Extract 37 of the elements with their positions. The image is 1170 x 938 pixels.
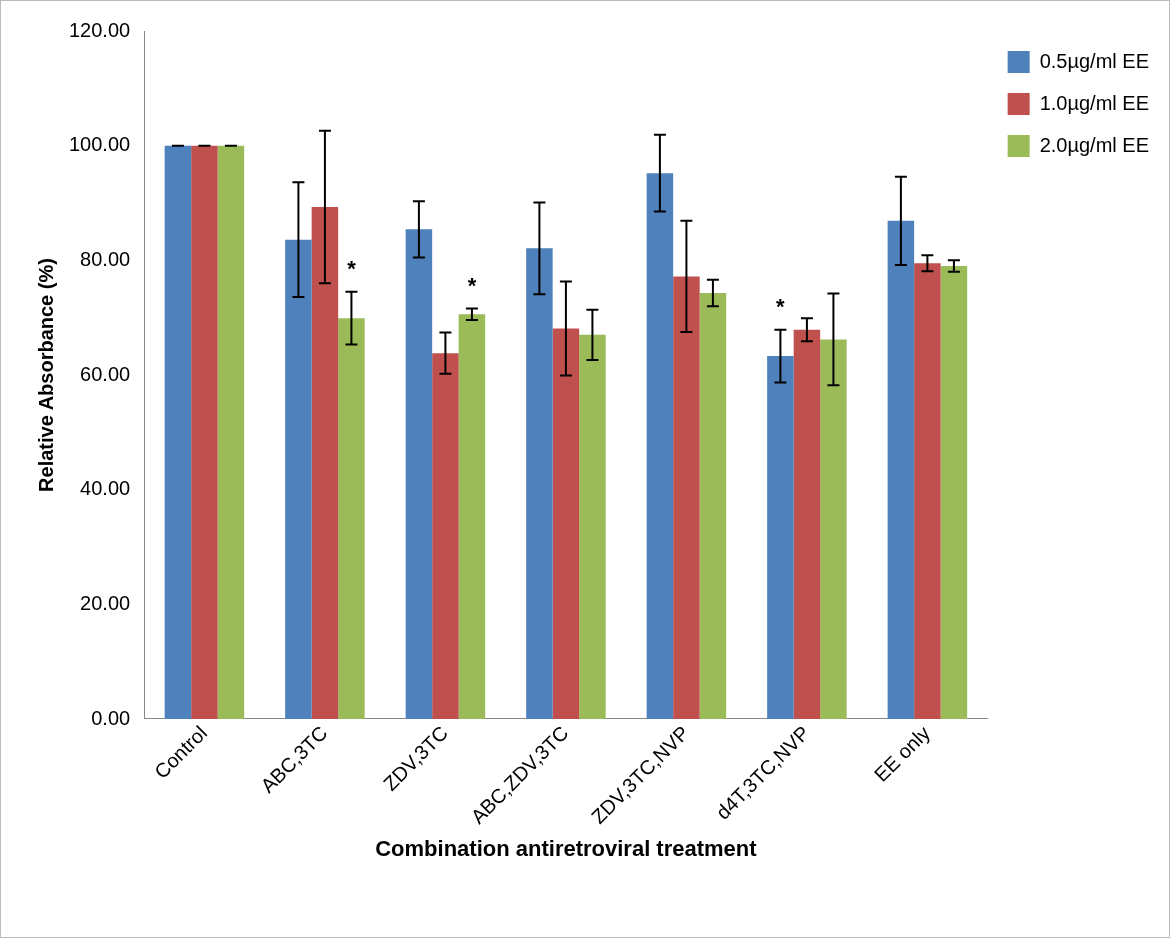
- bar: [285, 239, 312, 719]
- bar: [699, 293, 727, 719]
- bar: [458, 314, 486, 719]
- y-tick-label: 80.00: [80, 247, 131, 270]
- data-label: *: [347, 255, 357, 281]
- bar: [914, 263, 941, 719]
- legend-label: 0.5µg/ml EE: [1039, 49, 1150, 72]
- y-tick-label: 20.00: [80, 591, 131, 614]
- bar: [767, 356, 794, 719]
- y-tick-label: 40.00: [80, 477, 131, 500]
- bar: [673, 276, 700, 719]
- bar: [552, 328, 580, 719]
- bar: [217, 145, 245, 719]
- bar: [887, 220, 915, 719]
- bar: [311, 207, 339, 719]
- bar: [940, 266, 968, 719]
- y-tick-label: 60.00: [80, 362, 131, 385]
- y-tick-label: 100.00: [69, 133, 131, 156]
- bar: [526, 248, 553, 719]
- bar: [191, 145, 218, 719]
- bar: [405, 229, 433, 719]
- legend-label: 2.0µg/ml EE: [1039, 133, 1150, 156]
- bar: [432, 353, 459, 719]
- data-label: *: [776, 293, 786, 319]
- legend-label: 1.0µg/ml EE: [1039, 91, 1150, 114]
- y-axis-title: Relative Absorbance (%): [34, 258, 57, 492]
- bar: [793, 329, 821, 719]
- bar: [164, 145, 192, 719]
- x-axis-title: Combination antiretroviral treatment: [375, 835, 758, 861]
- x-tick-label: EE only: [869, 721, 935, 786]
- bar: [579, 334, 606, 719]
- bar: [820, 339, 847, 719]
- bar: [646, 173, 674, 719]
- data-label: *: [467, 272, 477, 298]
- y-tick-label: 0.00: [91, 706, 131, 729]
- bar: [338, 318, 365, 719]
- y-tick-label: 120.00: [69, 18, 131, 41]
